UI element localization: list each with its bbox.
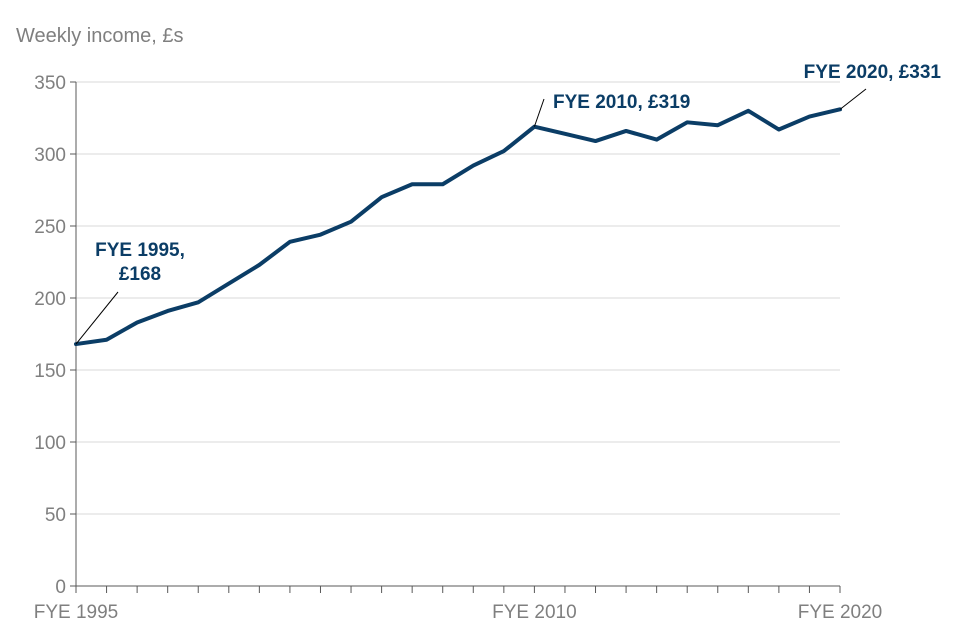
annotation-leader-1995 [75, 291, 119, 345]
data-point-2018 [777, 128, 781, 132]
series-layer [74, 107, 842, 347]
series-line-0 [74, 107, 842, 347]
x-tick-label: FYE 2010 [492, 602, 577, 623]
y-tick-label: 300 [34, 145, 66, 166]
annotation-label-2020: FYE 2020, £331 [804, 62, 942, 83]
data-point-2014 [655, 138, 659, 142]
gridlines [76, 81, 840, 515]
data-point-2006 [410, 182, 414, 186]
data-point-2015 [685, 120, 689, 124]
data-point-2005 [380, 195, 384, 199]
data-point-2009 [502, 149, 506, 153]
y-tick-label: 0 [55, 577, 66, 598]
annotation-label-1995: £168 [119, 264, 161, 285]
y-tick-label: 150 [34, 361, 66, 382]
y-tick-label: 100 [34, 433, 66, 454]
data-point-1998 [166, 309, 170, 313]
data-point-1997 [135, 320, 139, 324]
data-point-2003 [318, 233, 322, 237]
y-axis-title: Weekly income, £s [16, 25, 183, 47]
data-point-2011 [563, 132, 567, 136]
y-tick-label: 50 [45, 505, 66, 526]
data-point-2008 [471, 164, 475, 168]
data-point-2000 [227, 282, 231, 286]
data-point-2016 [716, 123, 720, 127]
x-tick-label: FYE 2020 [798, 602, 883, 623]
axes: 0 50 100 150 200 250 300 350 FYE 1995 FYE 2010 FYE… [34, 73, 883, 623]
data-point-1996 [105, 338, 109, 342]
annotation-label-1995: FYE 1995, [95, 240, 185, 261]
y-tick-label: 350 [34, 73, 66, 94]
data-point-2012 [594, 139, 598, 143]
data-point-2004 [349, 220, 353, 224]
y-tick-label: 250 [34, 217, 66, 238]
data-point-2007 [441, 182, 445, 186]
annotation-leader-2020 [839, 88, 867, 110]
annotations: FYE 1995, £168 FYE 2010, £319 FYE 2020, £33… [75, 62, 942, 345]
y-tick-label: 200 [34, 289, 66, 310]
x-tick-label: FYE 1995 [34, 602, 119, 623]
annotation-leader-2010 [533, 98, 545, 127]
data-point-1999 [196, 300, 200, 304]
annotation-label-2010: FYE 2010, £319 [553, 92, 690, 113]
data-point-2002 [288, 240, 292, 244]
data-point-2013 [624, 129, 628, 133]
data-point-2019 [807, 115, 811, 119]
data-point-2017 [746, 109, 750, 113]
data-point-2001 [257, 263, 261, 267]
